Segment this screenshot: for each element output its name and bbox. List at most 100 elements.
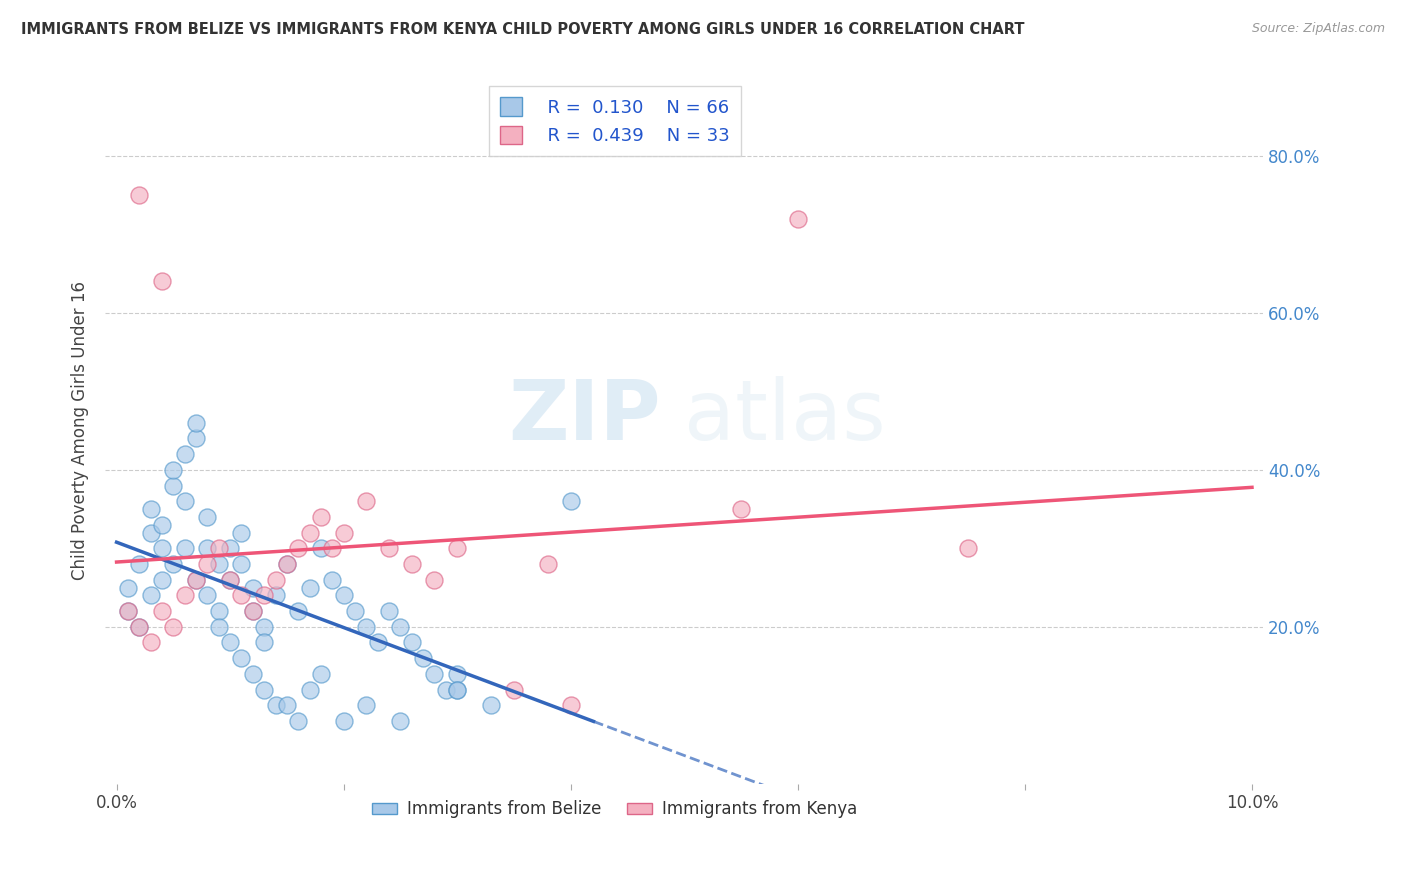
Point [231, 651, 253, 665]
Point [150, 604, 173, 618]
Point [139, 588, 162, 602]
Point [231, 557, 253, 571]
Point [162, 478, 184, 492]
Legend: Immigrants from Belize, Immigrants from Kenya: Immigrants from Belize, Immigrants from … [366, 794, 863, 825]
Point [389, 620, 412, 634]
Point [287, 541, 309, 556]
Point [128, 620, 150, 634]
Point [184, 573, 207, 587]
Point [219, 573, 242, 587]
Point [150, 275, 173, 289]
Point [343, 604, 366, 618]
Text: atlas: atlas [685, 376, 886, 457]
Point [446, 682, 468, 697]
Point [173, 494, 195, 508]
Point [309, 509, 332, 524]
Point [332, 525, 354, 540]
Point [957, 541, 980, 556]
Point [184, 432, 207, 446]
Point [446, 682, 468, 697]
Point [208, 620, 231, 634]
Point [434, 682, 457, 697]
Point [367, 635, 389, 649]
Point [117, 604, 139, 618]
Point [231, 588, 253, 602]
Point [139, 525, 162, 540]
Point [321, 541, 343, 556]
Point [128, 620, 150, 634]
Point [128, 557, 150, 571]
Point [208, 557, 231, 571]
Point [253, 588, 276, 602]
Point [219, 573, 242, 587]
Point [401, 557, 423, 571]
Point [537, 557, 560, 571]
Point [208, 604, 231, 618]
Y-axis label: Child Poverty Among Girls Under 16: Child Poverty Among Girls Under 16 [72, 281, 89, 580]
Point [287, 714, 309, 728]
Point [298, 581, 321, 595]
Point [356, 698, 378, 713]
Point [242, 604, 264, 618]
Point [219, 541, 242, 556]
Point [479, 698, 502, 713]
Text: IMMIGRANTS FROM BELIZE VS IMMIGRANTS FROM KENYA CHILD POVERTY AMONG GIRLS UNDER : IMMIGRANTS FROM BELIZE VS IMMIGRANTS FRO… [21, 22, 1025, 37]
Point [356, 494, 378, 508]
Point [197, 541, 219, 556]
Point [560, 698, 582, 713]
Point [184, 416, 207, 430]
Point [321, 573, 343, 587]
Point [378, 604, 401, 618]
Point [150, 573, 173, 587]
Point [139, 502, 162, 516]
Point [197, 557, 219, 571]
Text: Source: ZipAtlas.com: Source: ZipAtlas.com [1251, 22, 1385, 36]
Point [197, 588, 219, 602]
Point [264, 698, 287, 713]
Point [162, 463, 184, 477]
Point [184, 573, 207, 587]
Point [423, 666, 446, 681]
Point [786, 211, 808, 226]
Point [264, 588, 287, 602]
Point [150, 541, 173, 556]
Point [219, 635, 242, 649]
Point [287, 604, 309, 618]
Point [162, 620, 184, 634]
Point [162, 557, 184, 571]
Point [730, 502, 752, 516]
Point [117, 581, 139, 595]
Point [264, 573, 287, 587]
Point [276, 698, 298, 713]
Point [298, 682, 321, 697]
Point [356, 620, 378, 634]
Point [309, 541, 332, 556]
Point [253, 620, 276, 634]
Point [242, 581, 264, 595]
Point [298, 525, 321, 540]
Point [242, 604, 264, 618]
Point [150, 517, 173, 532]
Point [412, 651, 434, 665]
Point [253, 635, 276, 649]
Point [128, 188, 150, 202]
Point [139, 635, 162, 649]
Point [446, 541, 468, 556]
Point [173, 447, 195, 461]
Point [560, 494, 582, 508]
Point [242, 666, 264, 681]
Point [173, 588, 195, 602]
Point [503, 682, 526, 697]
Point [446, 666, 468, 681]
Point [378, 541, 401, 556]
Point [401, 635, 423, 649]
Point [332, 588, 354, 602]
Point [173, 541, 195, 556]
Point [208, 541, 231, 556]
Point [253, 682, 276, 697]
Point [276, 557, 298, 571]
Point [309, 666, 332, 681]
Point [423, 573, 446, 587]
Point [231, 525, 253, 540]
Point [389, 714, 412, 728]
